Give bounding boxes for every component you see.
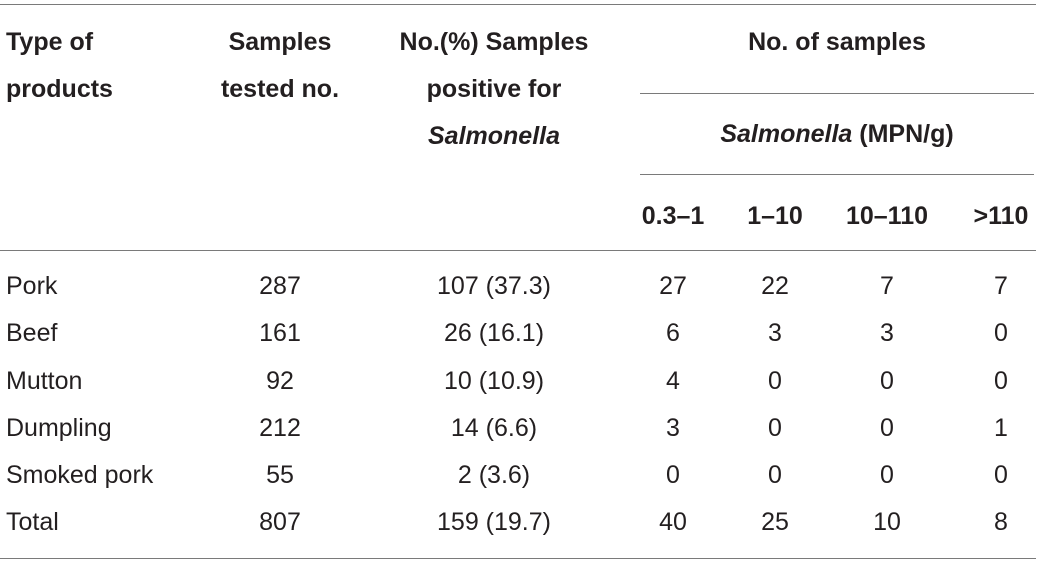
header-tested-line1: Samples (228, 28, 332, 56)
cell-range-over-110: 7 (994, 272, 1008, 300)
header-group-title: No. of samples (748, 28, 926, 56)
cell-range-0-3-1: 3 (666, 414, 680, 442)
cell-range-1-10: 25 (761, 508, 789, 536)
cell-range-over-110: 0 (994, 461, 1008, 489)
cell-range-over-110: 0 (994, 367, 1008, 395)
cell-type: Pork (6, 272, 58, 300)
subheader-rule (640, 174, 1034, 175)
cell-range-10-110: 0 (880, 367, 894, 395)
cell-tested: 55 (266, 461, 294, 489)
header-positive-line1: No.(%) Samples (399, 28, 589, 56)
header-range-10-110: 10–110 (845, 202, 929, 230)
cell-range-0-3-1: 4 (666, 367, 680, 395)
cell-positive: 10 (10.9) (443, 367, 545, 395)
header-range-1-10: 1–10 (747, 202, 803, 230)
cell-type: Total (6, 508, 59, 536)
header-tested-line2: tested no. (220, 75, 340, 103)
header-positive-line3: Salmonella (428, 122, 560, 150)
cell-range-0-3-1: 27 (659, 272, 687, 300)
cell-tested: 212 (259, 414, 301, 442)
header-mpn-rest: (MPN/g) (852, 120, 954, 148)
cell-range-10-110: 10 (873, 508, 901, 536)
header-mpn-subtitle: Salmonella (MPN/g) (640, 119, 1034, 149)
cell-range-1-10: 22 (761, 272, 789, 300)
header-type-line2: products (6, 75, 113, 103)
cell-positive: 26 (16.1) (443, 319, 545, 347)
cell-type: Beef (6, 319, 58, 347)
header-range-0-3-1: 0.3–1 (641, 202, 705, 230)
header-bottom-rule (0, 250, 1036, 251)
header-range-over-110: >110 (973, 202, 1029, 230)
cell-positive: 14 (6.6) (450, 414, 538, 442)
cell-range-1-10: 3 (768, 319, 782, 347)
cell-positive: 107 (37.3) (437, 272, 551, 300)
table-top-rule (0, 4, 1036, 5)
header-type-line1: Type of (6, 28, 94, 56)
cell-range-over-110: 8 (994, 508, 1008, 536)
cell-tested: 807 (259, 508, 301, 536)
group-header-rule (640, 93, 1034, 94)
cell-range-1-10: 0 (768, 367, 782, 395)
cell-tested: 161 (259, 319, 301, 347)
cell-range-1-10: 0 (768, 414, 782, 442)
cell-range-10-110: 7 (880, 272, 894, 300)
cell-range-over-110: 1 (994, 414, 1008, 442)
cell-range-10-110: 0 (880, 461, 894, 489)
cell-range-10-110: 0 (880, 414, 894, 442)
cell-type: Dumpling (6, 414, 112, 442)
cell-tested: 287 (259, 272, 301, 300)
header-positive-line2: positive for (426, 75, 562, 103)
cell-type: Mutton (6, 367, 83, 395)
cell-range-1-10: 0 (768, 461, 782, 489)
cell-range-0-3-1: 6 (666, 319, 680, 347)
cell-range-0-3-1: 40 (659, 508, 687, 536)
cell-positive: 159 (19.7) (437, 508, 551, 536)
table-bottom-rule (0, 558, 1036, 559)
cell-range-over-110: 0 (994, 319, 1008, 347)
cell-range-10-110: 3 (880, 319, 894, 347)
cell-type: Smoked pork (6, 461, 154, 489)
header-mpn-italic: Salmonella (720, 120, 853, 148)
cell-range-0-3-1: 0 (666, 461, 680, 489)
cell-tested: 92 (266, 367, 294, 395)
cell-positive: 2 (3.6) (457, 461, 531, 489)
